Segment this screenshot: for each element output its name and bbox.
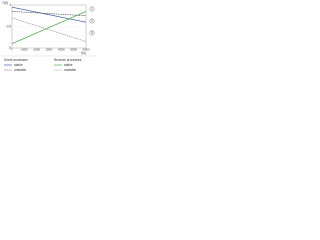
x-tick-label: 30000 [46, 49, 53, 52]
y-tick-label: 0.5 [7, 24, 12, 28]
y-tick-label: 0 [9, 46, 11, 50]
annotation: 1 [91, 7, 93, 11]
x-axis-label: t(s) [81, 51, 86, 55]
legend-group-title: Reverse processes [54, 58, 82, 62]
annotation-circle [89, 18, 95, 24]
x-tick-label: 50000 [70, 49, 77, 52]
y-tick-label: 1 [9, 3, 11, 7]
annotation-circle [89, 6, 95, 12]
chart: T(K) t(s) 00.510 10000 20000 30000 40000 5000… [2, 1, 98, 72]
annotation-circle [89, 30, 95, 36]
annotation: 3 [91, 31, 93, 35]
x-tick-label: 10000 [21, 49, 28, 52]
legend-label: stable [64, 63, 73, 67]
data-line [11, 11, 87, 44]
legend-label: unstable [64, 68, 76, 72]
data-line [11, 11, 87, 17]
data-line [11, 6, 87, 23]
legend-group-title: Direct processes [4, 58, 28, 62]
x-tick-label: 0 [11, 49, 13, 52]
x-tick-label: 20000 [33, 49, 40, 52]
x-tick-label: 40000 [58, 49, 65, 52]
x-tick-label: 60000 [83, 49, 90, 52]
legend-label: stable [14, 63, 23, 67]
data-line [11, 17, 87, 42]
y-axis-label: T(K) [2, 1, 8, 5]
annotation: 2 [91, 19, 93, 23]
legend-label: unstable [14, 68, 26, 72]
